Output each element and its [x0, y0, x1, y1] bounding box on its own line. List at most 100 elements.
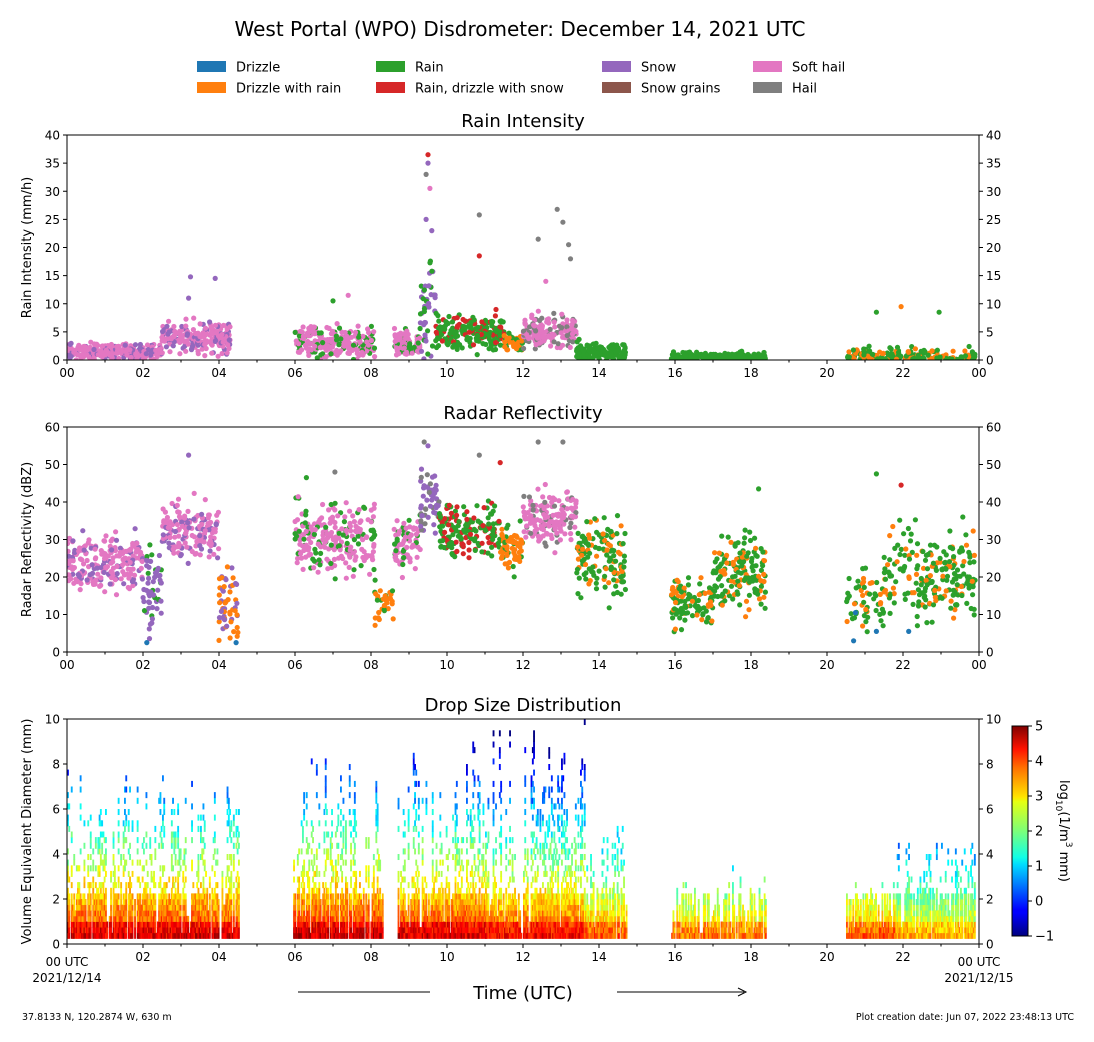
dsd-cell: [136, 899, 139, 906]
drop-size-ylabel: Volume Equivalent Diameter (mm): [20, 719, 35, 945]
data-point: [446, 313, 452, 320]
dsd-cell: [164, 899, 167, 906]
data-point: [215, 555, 221, 561]
y-tick-label: 60: [45, 421, 60, 435]
data-point: [709, 353, 715, 359]
dsd-cell: [148, 915, 150, 922]
data-point: [517, 558, 523, 565]
dsd-cell: [110, 899, 112, 906]
dsd-cell: [136, 893, 139, 900]
dsd-cell: [68, 825, 71, 832]
data-point: [226, 345, 232, 352]
data-point: [608, 528, 614, 535]
dsd-cell: [191, 803, 193, 810]
data-point: [146, 636, 153, 642]
data-point: [937, 559, 943, 565]
data-point: [127, 559, 133, 566]
dsd-cell: [67, 870, 69, 877]
dsd-cell: [129, 887, 131, 894]
dsd-cell: [182, 921, 185, 928]
y-tick-label: 10: [45, 608, 60, 622]
data-point: [486, 335, 492, 341]
dsd-cell: [68, 932, 71, 939]
dsd-cell: [67, 899, 69, 906]
data-point: [215, 353, 221, 359]
data-point: [437, 514, 443, 520]
dsd-cell: [117, 927, 120, 934]
data-point: [216, 619, 222, 625]
dsd-cell: [120, 887, 123, 894]
data-point: [717, 574, 723, 580]
data-point: [133, 549, 139, 555]
radar-reflectivity-title: Radar Reflectivity: [443, 403, 603, 424]
data-point: [760, 356, 766, 360]
dsd-cell: [186, 915, 188, 922]
data-point: [560, 439, 566, 445]
data-point: [328, 533, 334, 539]
dsd-cell: [87, 910, 90, 917]
dsd-cell: [136, 927, 139, 934]
dsd-cell: [163, 803, 166, 810]
dsd-cell: [79, 848, 82, 855]
dsd-cell: [150, 927, 153, 934]
dsd-cell: [130, 904, 133, 911]
data-point: [542, 481, 548, 488]
dsd-cell: [127, 927, 130, 934]
data-point: [735, 591, 741, 597]
legend-swatch: [197, 61, 226, 72]
dsd-cell: [108, 921, 111, 928]
data-point: [497, 333, 503, 339]
data-point: [881, 554, 887, 561]
data-point: [172, 528, 178, 535]
data-point: [724, 552, 730, 558]
data-point: [970, 592, 976, 598]
data-point: [227, 609, 233, 615]
data-point: [471, 317, 477, 323]
dsd-cell: [73, 854, 76, 861]
dsd-cell: [160, 921, 163, 928]
dsd-cell: [87, 854, 90, 861]
data-point: [575, 591, 581, 597]
data-point: [512, 552, 518, 559]
legend-label: Rain: [415, 61, 444, 76]
dsd-cell: [184, 899, 187, 906]
data-point: [581, 352, 587, 358]
dsd-cell: [174, 887, 177, 894]
data-point: [697, 581, 703, 587]
data-point: [689, 598, 696, 604]
dsd-cell: [120, 927, 123, 934]
data-point: [344, 540, 350, 547]
data-point: [546, 320, 552, 326]
dsd-cell: [139, 927, 142, 934]
dsd-cell: [110, 932, 112, 939]
dsd-cell: [164, 921, 167, 928]
data-point: [746, 607, 752, 613]
dsd-cell: [70, 904, 73, 911]
data-point: [967, 554, 973, 560]
dsd-cell: [101, 831, 104, 838]
data-point: [174, 502, 180, 508]
data-point: [113, 537, 120, 543]
dsd-cell: [145, 910, 148, 917]
dsd-cell: [122, 870, 125, 877]
dsd-cell: [122, 837, 125, 844]
data-point: [202, 325, 209, 331]
dsd-cell: [124, 899, 126, 906]
data-point: [357, 339, 363, 345]
data-point: [492, 313, 498, 319]
data-point: [546, 523, 552, 529]
dsd-cell: [121, 910, 124, 917]
dsd-cell: [178, 927, 181, 934]
data-point: [206, 554, 212, 560]
data-point: [424, 472, 430, 478]
data-point: [418, 518, 424, 524]
data-point: [168, 336, 174, 342]
dsd-cell: [184, 927, 187, 934]
dsd-cell: [179, 910, 182, 917]
dsd-cell: [183, 904, 186, 911]
data-point: [370, 534, 377, 540]
data-point: [143, 351, 149, 357]
data-point: [452, 508, 458, 514]
dsd-cell: [98, 870, 101, 877]
data-point: [213, 338, 219, 344]
